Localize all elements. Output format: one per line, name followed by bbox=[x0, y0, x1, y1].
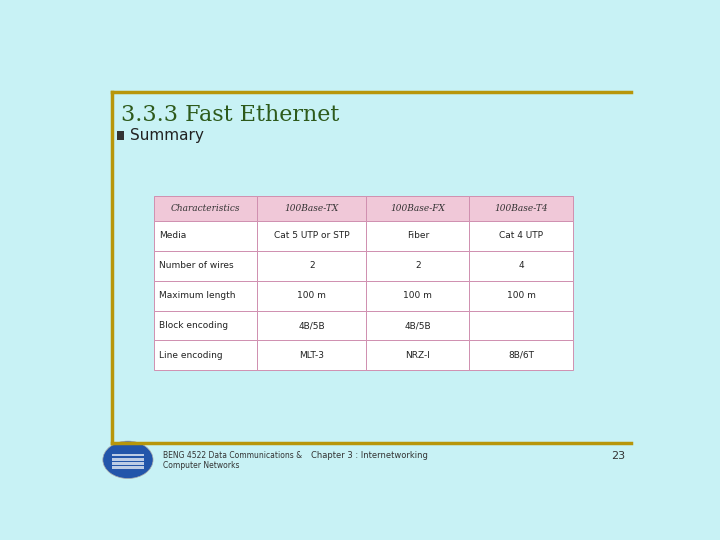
Text: 100 m: 100 m bbox=[403, 291, 432, 300]
Bar bbox=[112, 454, 143, 456]
Text: Number of wires: Number of wires bbox=[158, 261, 233, 270]
Bar bbox=[154, 251, 258, 281]
Bar bbox=[366, 341, 469, 370]
Bar bbox=[469, 281, 572, 310]
Text: 8B/6T: 8B/6T bbox=[508, 351, 534, 360]
Bar bbox=[112, 467, 143, 469]
Bar bbox=[469, 341, 572, 370]
Bar bbox=[112, 458, 143, 461]
Text: Block encoding: Block encoding bbox=[158, 321, 228, 330]
Bar bbox=[154, 281, 258, 310]
Bar bbox=[366, 251, 469, 281]
Text: 4B/5B: 4B/5B bbox=[405, 321, 431, 330]
Bar bbox=[112, 462, 143, 465]
Bar bbox=[154, 341, 258, 370]
Bar bbox=[469, 310, 572, 341]
Bar bbox=[258, 281, 366, 310]
Bar bbox=[469, 196, 572, 221]
Bar bbox=[366, 281, 469, 310]
Text: 100Base-FX: 100Base-FX bbox=[390, 204, 445, 213]
Bar bbox=[258, 196, 366, 221]
Text: 4B/5B: 4B/5B bbox=[299, 321, 325, 330]
Bar bbox=[154, 196, 258, 221]
Text: Fiber: Fiber bbox=[407, 231, 429, 240]
Text: BENG 4522 Data Communications &
Computer Networks: BENG 4522 Data Communications & Computer… bbox=[163, 451, 302, 470]
Text: 100 m: 100 m bbox=[507, 291, 536, 300]
Bar bbox=[366, 310, 469, 341]
Bar bbox=[366, 221, 469, 251]
Bar bbox=[117, 131, 124, 140]
Text: 4: 4 bbox=[518, 261, 524, 270]
Text: 2: 2 bbox=[415, 261, 420, 270]
Text: Maximum length: Maximum length bbox=[158, 291, 235, 300]
Text: 3.3.3 Fast Ethernet: 3.3.3 Fast Ethernet bbox=[121, 104, 339, 126]
Text: Cat 4 UTP: Cat 4 UTP bbox=[499, 231, 543, 240]
Bar bbox=[366, 196, 469, 221]
Text: Media: Media bbox=[158, 231, 186, 240]
Circle shape bbox=[103, 441, 153, 478]
Bar bbox=[469, 221, 572, 251]
Text: Chapter 3 : Internetworking: Chapter 3 : Internetworking bbox=[310, 451, 428, 460]
Bar bbox=[258, 341, 366, 370]
Bar bbox=[258, 310, 366, 341]
Bar bbox=[154, 221, 258, 251]
Text: 100Base-TX: 100Base-TX bbox=[284, 204, 339, 213]
Text: NRZ-I: NRZ-I bbox=[405, 351, 431, 360]
Text: Cat 5 UTP or STP: Cat 5 UTP or STP bbox=[274, 231, 350, 240]
Bar bbox=[258, 221, 366, 251]
Text: 100Base-T4: 100Base-T4 bbox=[494, 204, 548, 213]
Bar bbox=[258, 251, 366, 281]
Text: Summary: Summary bbox=[130, 128, 204, 143]
Text: 2: 2 bbox=[309, 261, 315, 270]
Text: 23: 23 bbox=[611, 451, 626, 461]
Bar bbox=[154, 310, 258, 341]
Text: Line encoding: Line encoding bbox=[158, 351, 222, 360]
Text: Characteristics: Characteristics bbox=[171, 204, 240, 213]
Text: MLT-3: MLT-3 bbox=[300, 351, 324, 360]
Text: 100 m: 100 m bbox=[297, 291, 326, 300]
Bar bbox=[469, 251, 572, 281]
